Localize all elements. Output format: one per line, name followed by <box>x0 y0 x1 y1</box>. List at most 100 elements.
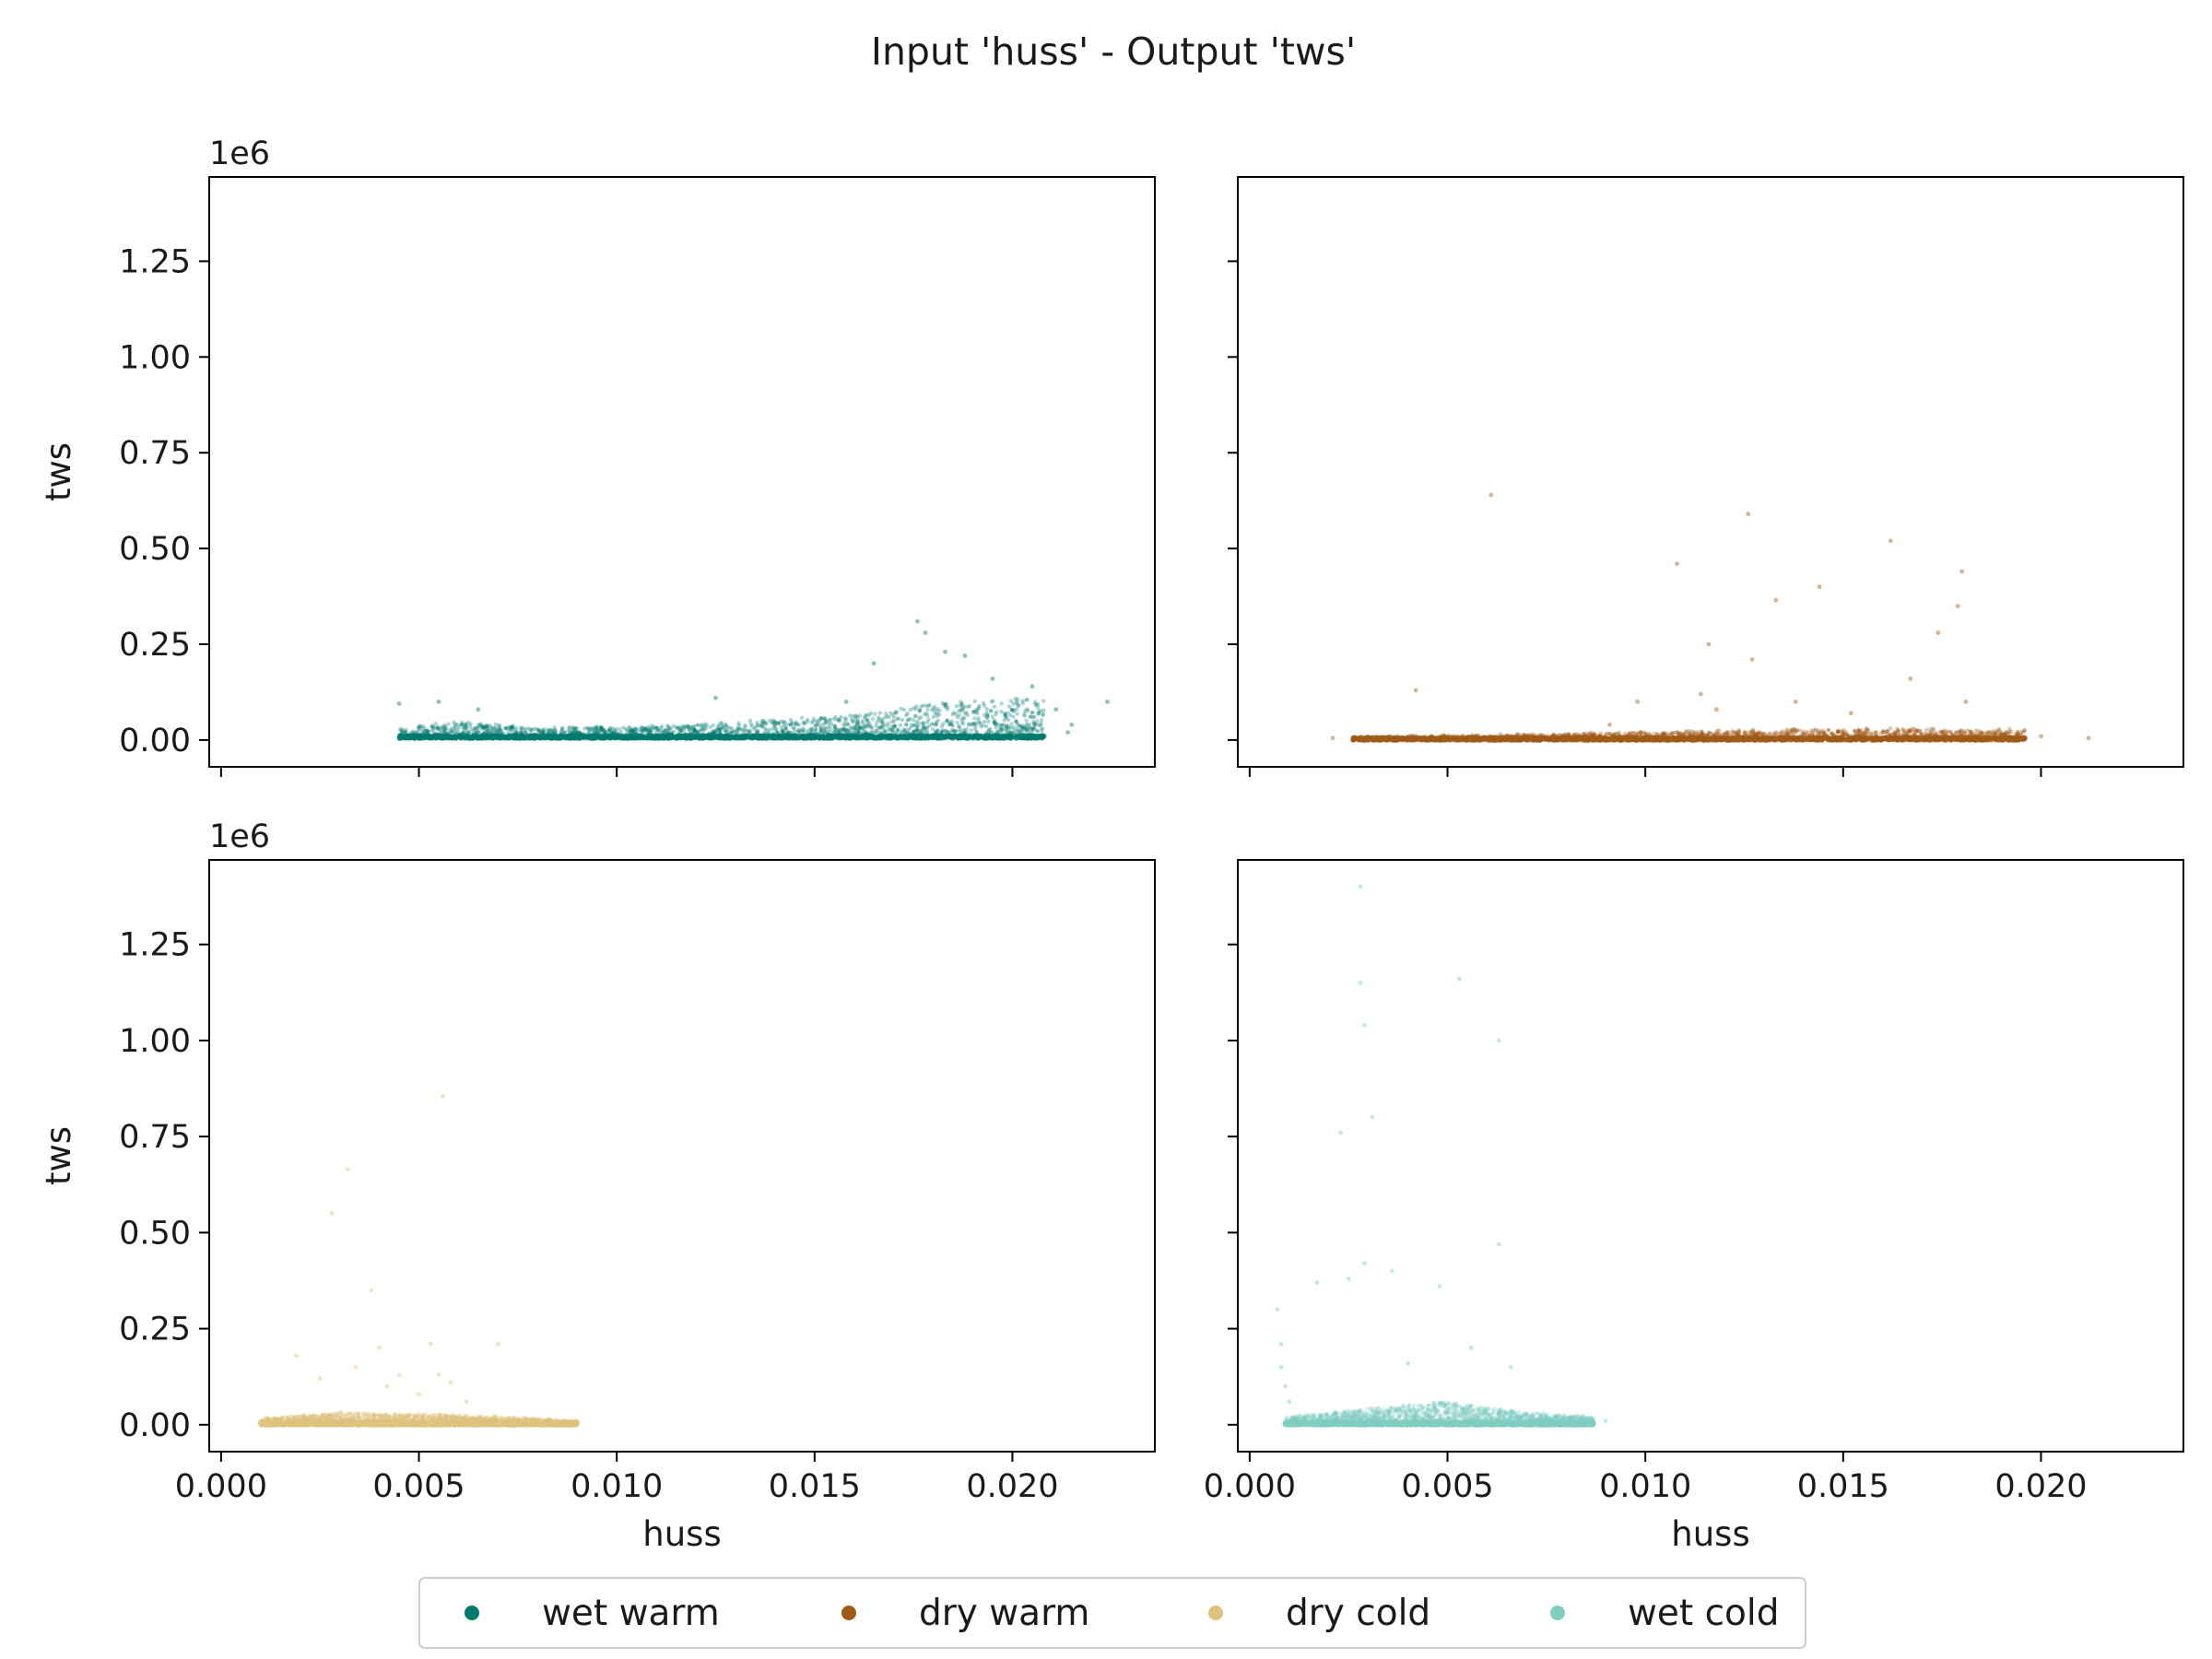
scatter-point <box>1994 728 1999 734</box>
scatter-point <box>860 726 865 732</box>
scatter-points-top-right <box>1330 492 2091 744</box>
scatter-point <box>1019 725 1025 731</box>
scatter-point <box>571 724 575 730</box>
scatter-point <box>943 728 947 733</box>
scatter-point <box>1737 730 1742 735</box>
scatter-point <box>433 722 438 726</box>
scatter-point <box>976 716 981 721</box>
scatter-point <box>453 729 457 734</box>
scatter-point <box>856 730 861 735</box>
scatter-point <box>593 729 597 735</box>
scatter-point <box>895 727 900 733</box>
scatter-point <box>2006 731 2010 736</box>
scatter-point <box>2013 732 2018 736</box>
scatter-point <box>712 729 717 734</box>
scatter-point <box>727 725 732 731</box>
scatter-point <box>404 727 408 732</box>
scatter-point <box>1940 731 1945 735</box>
axes-frame-top-left <box>208 176 1156 768</box>
scatter-point <box>763 721 768 725</box>
scatter-point <box>927 702 932 708</box>
scatter-point <box>792 729 797 734</box>
scatter-point <box>1012 724 1017 730</box>
scatter-point <box>1566 732 1571 736</box>
scatter-point <box>528 729 533 735</box>
scatter-point <box>1941 730 1946 735</box>
scatter-point <box>852 724 856 730</box>
scatter-point <box>971 709 976 714</box>
scatter-point <box>917 709 922 713</box>
scatter-point <box>624 735 630 741</box>
scatter-point <box>792 726 796 731</box>
scatter-point <box>484 730 488 735</box>
scatter-point <box>1954 730 1959 735</box>
scatter-point <box>874 723 878 728</box>
scatter-point <box>1018 729 1022 734</box>
scatter-point <box>1604 731 1608 735</box>
scatter-point <box>1009 708 1014 712</box>
scatter-point <box>957 724 962 729</box>
scatter-point <box>943 649 947 654</box>
scatter-point <box>1022 727 1027 732</box>
scatter-point <box>1913 729 1919 734</box>
scatter-point <box>493 729 498 734</box>
scatter-point <box>855 715 860 720</box>
scatter-point <box>459 723 464 727</box>
scatter-point <box>882 728 887 733</box>
scatter-point <box>451 731 455 735</box>
scatter-point <box>695 723 700 727</box>
scatter-point <box>661 729 665 734</box>
scatter-point <box>735 725 740 730</box>
scatter-point <box>841 730 847 735</box>
scatter-point <box>1759 731 1764 735</box>
scatter-point <box>1631 731 1637 735</box>
scatter-point <box>951 728 957 734</box>
scatter-point <box>908 707 912 712</box>
scatter-point <box>1748 731 1753 735</box>
scatter-point <box>740 727 746 732</box>
scatter-point <box>991 699 995 703</box>
scatter-point <box>1919 732 1924 736</box>
scatter-point <box>612 728 618 733</box>
scatter-point <box>967 722 971 726</box>
scatter-point <box>767 718 772 724</box>
scatter-point <box>1918 731 1923 736</box>
scatter-point <box>954 729 959 734</box>
scatter-point <box>779 719 783 724</box>
scatter-point <box>666 724 671 729</box>
scatter-point <box>893 711 898 715</box>
scatter-point <box>1030 684 1035 689</box>
scatter-point <box>646 724 651 729</box>
scatter-point <box>782 734 788 740</box>
scatter-point <box>481 724 486 730</box>
scatter-point <box>760 720 765 724</box>
scatter-point <box>770 721 775 725</box>
scatter-point <box>986 719 991 724</box>
scatter-point <box>514 725 519 731</box>
scatter-point <box>510 724 515 730</box>
scatter-point <box>893 735 900 741</box>
scatter-point <box>863 713 867 718</box>
scatter-point <box>498 728 503 733</box>
scatter-point <box>438 728 442 734</box>
scatter-point <box>403 729 407 734</box>
scatter-point <box>915 724 921 729</box>
scatter-point <box>1909 729 1913 734</box>
scatter-point <box>606 728 611 733</box>
scatter-point <box>426 735 432 741</box>
scatter-point <box>809 727 815 732</box>
scatter-point <box>944 701 948 706</box>
scatter-point <box>492 728 497 733</box>
scatter-point <box>821 722 826 727</box>
scatter-point <box>587 729 593 735</box>
scatter-point <box>469 726 475 732</box>
scatter-point <box>1004 714 1008 719</box>
scatter-point <box>864 717 869 722</box>
scatter-point <box>782 721 786 726</box>
scatter-point <box>982 719 987 724</box>
scatter-point <box>822 715 827 721</box>
scatter-point <box>970 721 975 726</box>
scatter-point <box>813 727 818 733</box>
scatter-point <box>494 725 499 730</box>
